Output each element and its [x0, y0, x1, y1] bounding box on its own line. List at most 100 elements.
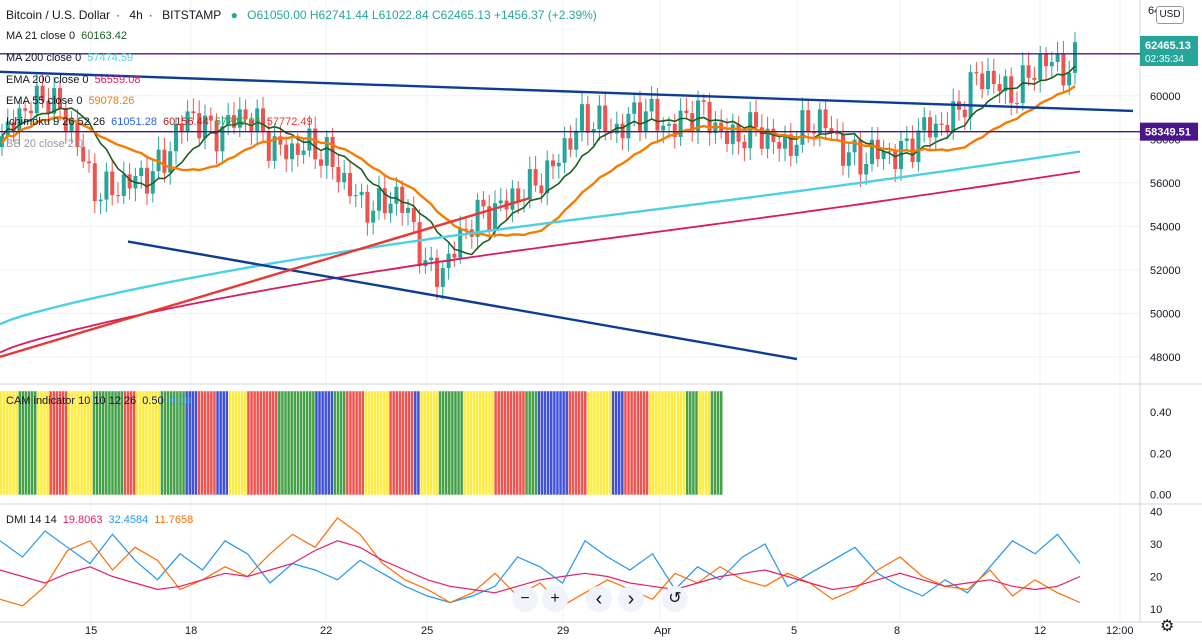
candle-body — [377, 188, 381, 211]
cam-bar — [358, 391, 361, 495]
cam-bar — [531, 391, 534, 495]
cam-bar — [491, 391, 494, 495]
legend-ma200[interactable]: MA 200 close 0 57474.59 — [6, 52, 139, 64]
candle-body — [174, 123, 178, 152]
candle — [156, 136, 161, 178]
cam-bar — [46, 391, 49, 495]
cam-bar — [661, 391, 664, 495]
candle — [464, 216, 468, 239]
candle — [435, 249, 439, 300]
candle — [261, 96, 265, 143]
candle-body — [11, 121, 16, 133]
gear-icon[interactable]: ⚙ — [1160, 618, 1175, 635]
candle-body — [394, 186, 399, 204]
zoom-out-button[interactable]: − — [512, 586, 538, 612]
candle — [516, 181, 521, 214]
cam-bar — [454, 391, 457, 495]
candle — [168, 141, 173, 185]
candle-body — [551, 160, 555, 167]
candle-body — [162, 149, 167, 173]
cam-bar — [451, 391, 454, 495]
cam-bar — [330, 391, 334, 495]
cam-bar — [132, 391, 136, 495]
candle-body — [52, 88, 57, 114]
dmi-line — [0, 530, 1081, 604]
candle-body — [585, 104, 590, 133]
zoom-in-button[interactable]: + — [542, 586, 568, 612]
scroll-left-button[interactable]: ‹ — [586, 586, 612, 612]
candle — [203, 104, 207, 150]
cam-bar — [441, 391, 445, 495]
cam-bar — [648, 391, 652, 495]
legend-ma21[interactable]: MA 21 close 0 60163.42 — [6, 30, 133, 42]
candle-body — [916, 130, 921, 163]
reset-chart-button[interactable]: ↺ — [662, 586, 688, 612]
cam-bar — [290, 391, 293, 495]
cam-bar — [407, 391, 411, 495]
cam-bar — [651, 391, 655, 495]
legend-cam[interactable]: CAM indicator 10 10 12 26 0.50 0.00 — [6, 395, 197, 407]
cam-bar — [145, 391, 148, 495]
cam-bar — [253, 391, 256, 495]
candle-body — [191, 111, 196, 114]
cam-bar — [98, 391, 102, 495]
cam-bar — [376, 391, 380, 495]
candle — [272, 123, 277, 169]
cam-bar — [120, 391, 123, 495]
cam-bar — [642, 391, 646, 495]
cam-bar — [593, 391, 596, 495]
dmi-minus-value: 11.7658 — [154, 514, 194, 526]
cam-bar — [463, 391, 466, 495]
cam-bar — [682, 391, 686, 495]
cam-bar — [216, 391, 219, 495]
price-axis-label: 56000 — [1150, 178, 1181, 190]
candle-body — [928, 117, 932, 138]
candle — [214, 113, 219, 165]
candle — [841, 122, 845, 176]
candle-body — [568, 138, 573, 150]
ichimoku-value-1: 61051.28 — [111, 116, 157, 128]
cam-bar — [645, 391, 649, 495]
cam-bar — [231, 391, 235, 495]
candle — [458, 215, 463, 265]
cam-bar — [543, 391, 547, 495]
candle — [568, 125, 573, 158]
scroll-right-button[interactable]: › — [618, 586, 644, 612]
cam-bar — [568, 391, 572, 495]
candle-body — [324, 137, 329, 166]
cam-bar — [383, 391, 386, 495]
candle-body — [58, 88, 62, 109]
legend-dmi[interactable]: DMI 14 14 19.8063 32.4584 11.7658 — [6, 514, 199, 526]
candle-body — [997, 84, 1002, 92]
candle-body — [290, 143, 294, 160]
currency-button[interactable]: USD — [1156, 6, 1184, 24]
candle — [46, 87, 51, 122]
cam-bar — [241, 391, 244, 495]
cam-bar — [698, 391, 701, 495]
trendline[interactable] — [127, 240, 798, 361]
candle — [98, 193, 103, 215]
interval-label[interactable]: 4h — [129, 8, 143, 22]
cam-bar — [324, 391, 327, 495]
legend-ema200[interactable]: EMA 200 close 0 56559.08 — [6, 74, 146, 86]
candle-body — [887, 151, 892, 153]
legend-ema55[interactable]: EMA 55 close 0 59078.26 — [6, 95, 140, 107]
trendline[interactable] — [0, 70, 1134, 113]
candle — [23, 101, 28, 124]
candle-body — [34, 85, 39, 114]
legend-ichimoku[interactable]: Ichimoku 9 26 52 26 61051.28 60156.44 57249… — [6, 116, 319, 128]
candle-body — [295, 143, 300, 155]
cam-bar — [503, 391, 507, 495]
candle — [556, 153, 561, 179]
candle-body — [382, 188, 387, 214]
candle-body — [626, 113, 631, 139]
candle — [342, 160, 347, 190]
candle-body — [893, 151, 898, 169]
legend-bb[interactable]: BB 20 close 2 0 — [6, 138, 89, 150]
trendline[interactable] — [0, 196, 531, 359]
cam-bar — [627, 391, 630, 495]
cam-bar — [321, 391, 324, 495]
cam-bar — [580, 391, 584, 495]
ema55-line — [1, 85, 1076, 238]
